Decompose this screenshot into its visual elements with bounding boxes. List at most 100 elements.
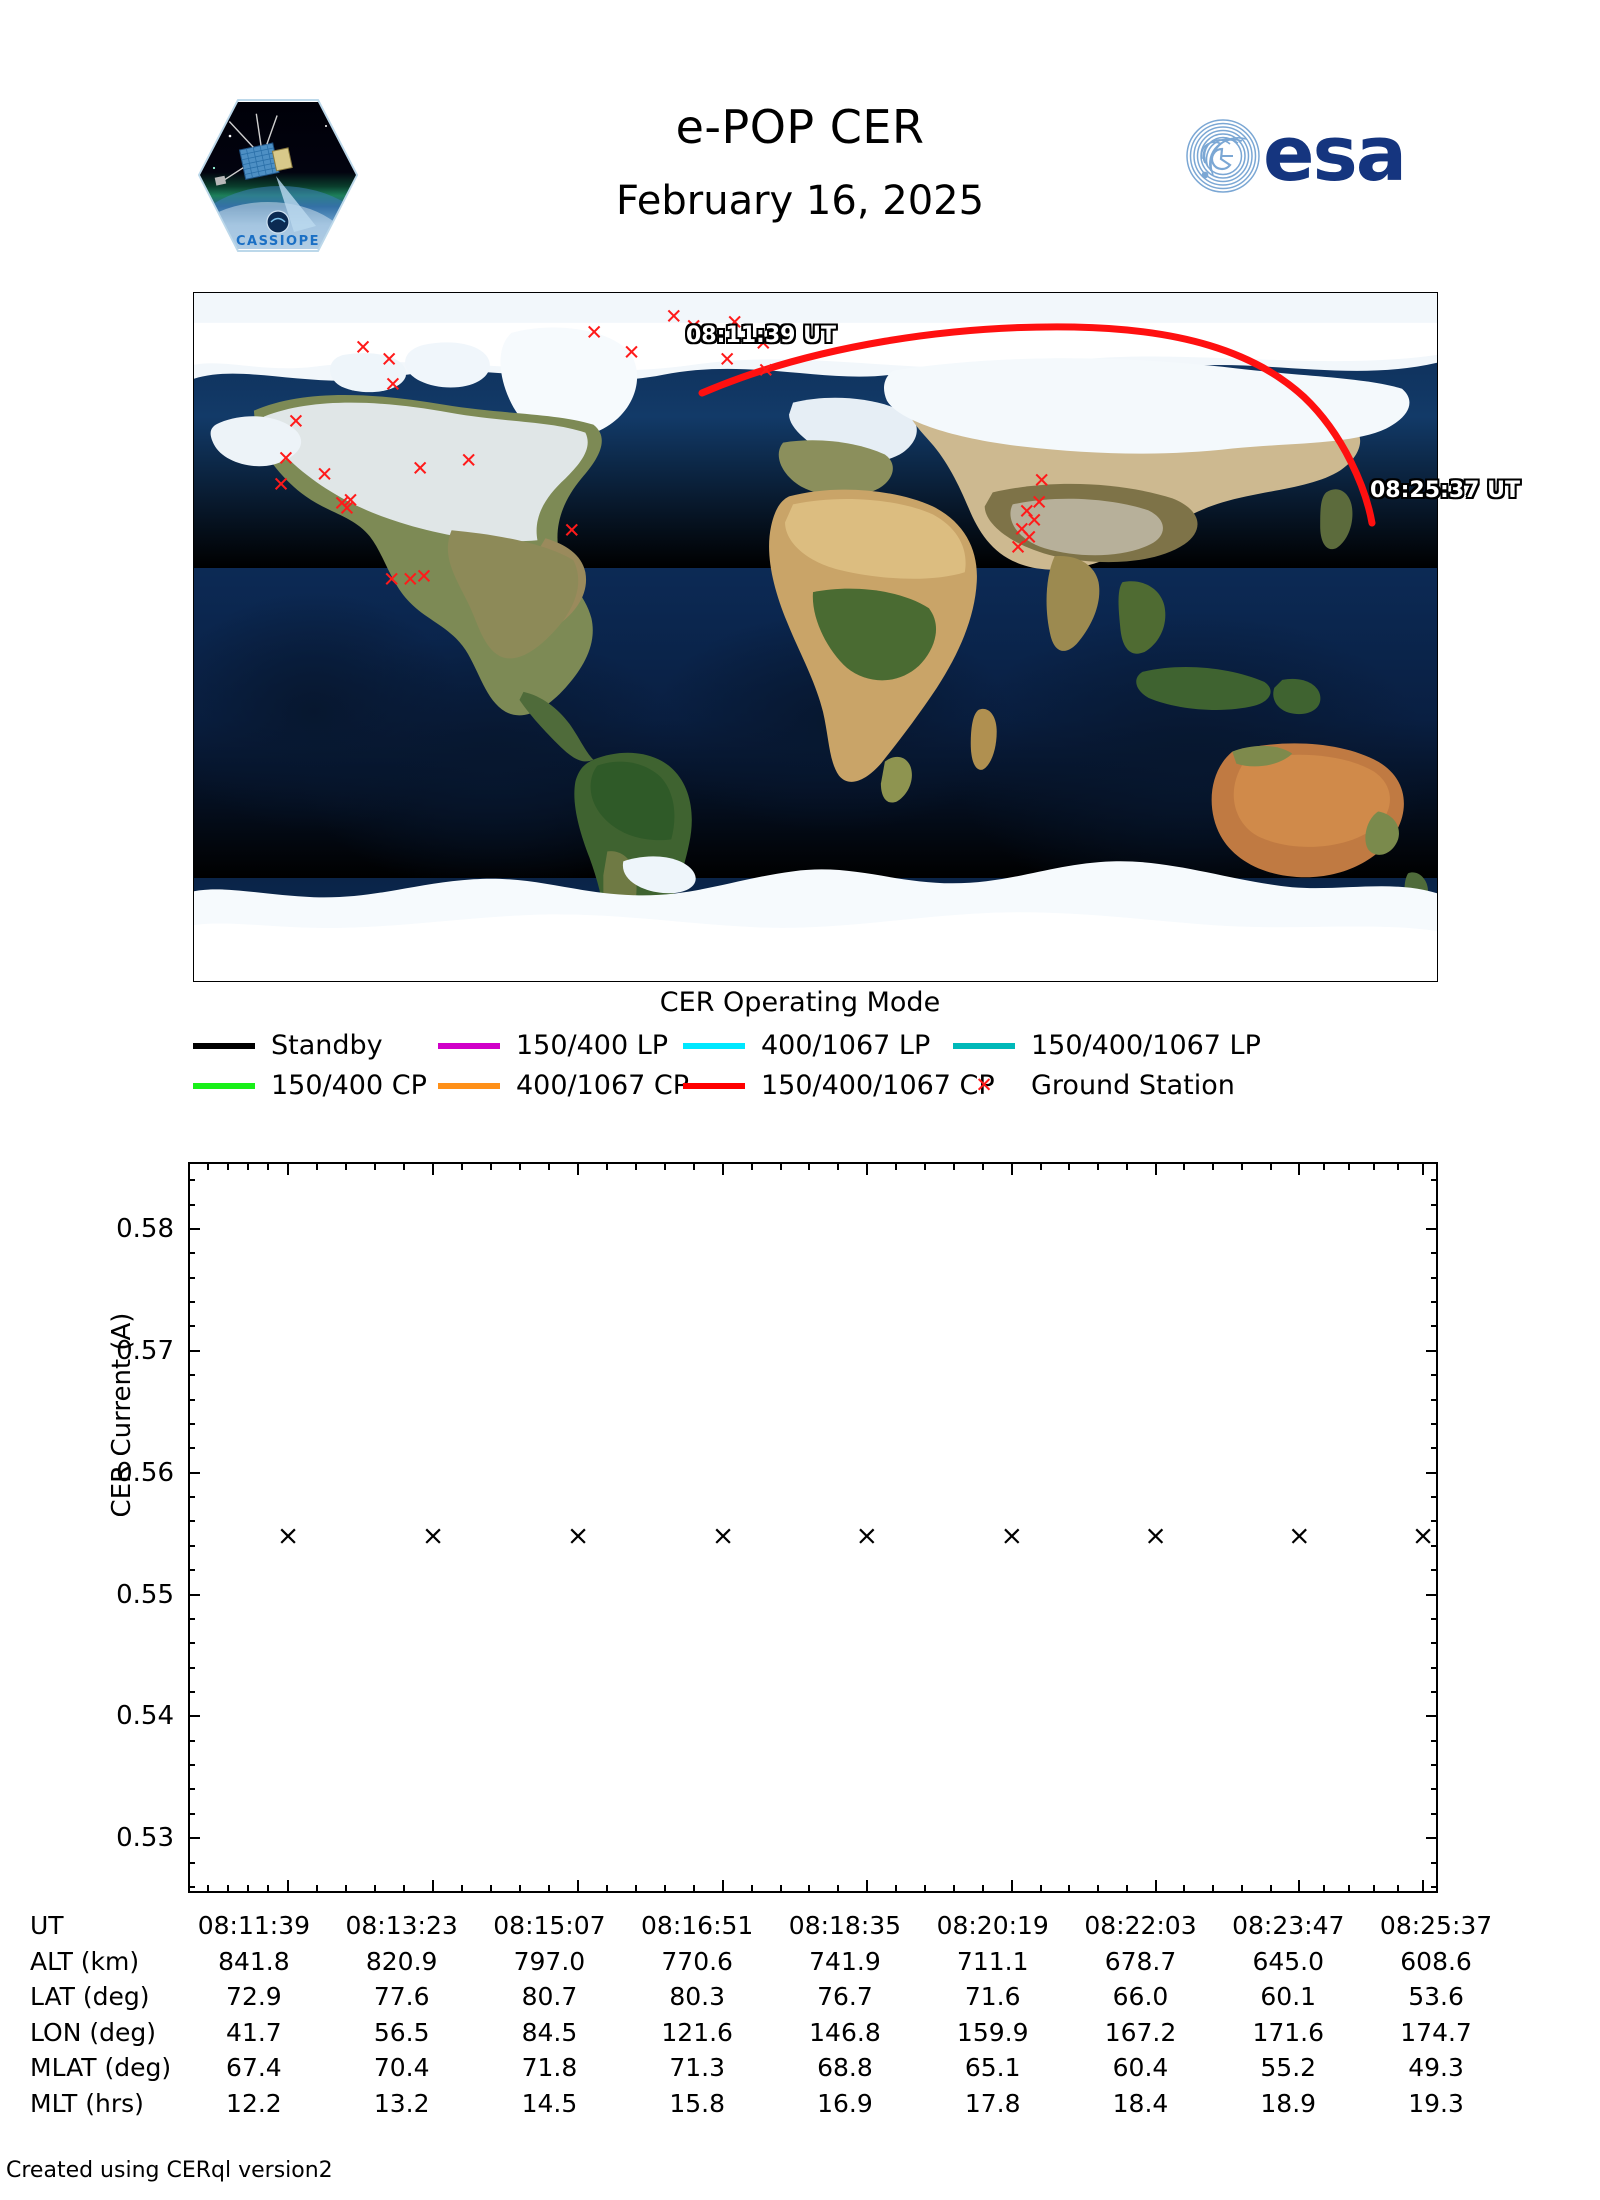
legend-color-swatch [438, 1082, 500, 1089]
table-cell: 08:22:03 [1084, 1911, 1197, 1940]
ground-station-marker: ✕ [1009, 535, 1027, 560]
table-cell: 15.8 [669, 2088, 726, 2118]
table-cell: 608.6 [1400, 1946, 1472, 1976]
world-map-panel: ✕ ✕ ✕ ✕ ✕ ✕ ✕ ✕ ✕ ✕ ✕ ✕ ✕ ✕ ✕ ✕ ✕ ✕ ✕ ✕ ✕ ✕ ✕ ✕ ✕ ✕ ✕ ✕ ✕ ✕ ✕ 08:11:39… [193, 292, 1520, 982]
ground-station-marker: ✕ [401, 567, 420, 592]
ground-station-marker: ✕ [338, 496, 356, 521]
ground-station-marker: ✕ [664, 304, 683, 329]
table-cell: 08:18:35 [788, 1911, 902, 1940]
table-row: UT 08:11:39 08:13:23 08:15:07 08:16:51 08:18:… [30, 1908, 1510, 1944]
page-title: e-POP CER [675, 100, 925, 154]
table-cell: 41.7 [226, 2017, 282, 2047]
ground-station-marker: ✕ [415, 564, 433, 589]
table-row: MLT (hrs) 12.2 13.2 14.5 15.8 16.9 17.8 18.4 18.… [30, 2086, 1510, 2122]
legend-label: Ground Station [1031, 1070, 1235, 1101]
table-cell: 66.0 [1112, 1982, 1169, 2011]
ground-station-marker: ✕ [754, 331, 773, 356]
table-cell: 841.8 [218, 1946, 290, 1976]
legend-item-150-400-1067-lp: 150/400/1067 LP [953, 1030, 1261, 1061]
ground-station-marker: ✕ [354, 335, 372, 360]
legend-item-400-1067-cp: 400/1067 CP [438, 1070, 689, 1101]
ground-station-marker: ✕ [287, 409, 305, 434]
legend-color-swatch [953, 1042, 1015, 1049]
table-cell: 16.9 [817, 2088, 873, 2118]
ground-station-marker: ✕ [384, 372, 402, 397]
ground-station-marker: ✕ [272, 472, 290, 497]
table-cell: 174.7 [1400, 2017, 1472, 2047]
legend-label: 150/400 CP [271, 1070, 427, 1101]
table-cell: 167.2 [1104, 2017, 1177, 2047]
legend-label: 150/400/1067 LP [1031, 1030, 1261, 1061]
table-cell: 60.1 [1260, 1982, 1317, 2011]
table-cell: 17.8 [964, 2088, 1021, 2118]
ground-station-marker: ✕ [1013, 517, 1031, 542]
table-cell: 08:25:37 [1379, 1911, 1493, 1940]
table-cell: 645.0 [1252, 1946, 1325, 1976]
y-axis-tick-label: 0.55 [116, 1579, 174, 1610]
table-cell: 68.8 [817, 2053, 873, 2082]
ground-station-marker: ✕ [341, 488, 360, 513]
table-cell: 84.5 [521, 2017, 578, 2047]
table-row: LON (deg) 41.7 56.5 84.5 121.6 146.8 159.9 167.… [30, 2015, 1510, 2051]
table-cell: 146.8 [809, 2017, 881, 2047]
legend-item-400-1067-lp: 400/1067 LP [683, 1030, 930, 1061]
table-cell: 65.1 [964, 2053, 1021, 2082]
legend-label: 400/1067 CP [516, 1070, 690, 1101]
table-cell: 13.2 [373, 2088, 430, 2118]
table-cell: 80.7 [521, 1982, 578, 2011]
orbit-start-label: 08:11:39 UT [686, 323, 836, 348]
world-map-clip [194, 293, 1437, 981]
table-cell: 741.9 [809, 1946, 881, 1976]
esa-logo: esa [1178, 109, 1458, 198]
legend-item-standby: Standby [193, 1030, 383, 1061]
legend: Standby 150/400 LP 400/1067 LP 150/400/1067… [193, 1030, 1438, 1110]
ground-station-marker: ✕ [1017, 499, 1036, 524]
table-cell: 797.0 [513, 1946, 586, 1976]
y-axis-tick-label: 0.53 [116, 1823, 174, 1854]
ground-station-marker: ✕ [718, 347, 737, 372]
table-row-label: UT [30, 1911, 64, 1940]
y-axis-tick-label: 0.58 [116, 1214, 174, 1244]
table-cell: 18.9 [1260, 2088, 1317, 2118]
ground-station-marker: ✕ [315, 462, 334, 487]
table-row-label: LON (deg) [30, 2017, 156, 2047]
table-row-label: LAT (deg) [30, 1982, 150, 2011]
legend-item-150-400-1067-cp: 150/400/1067 CP [683, 1070, 995, 1101]
table-row-label: MLAT (deg) [30, 2053, 172, 2082]
legend-color-swatch [438, 1042, 500, 1049]
ground-station-marker: ✕ [622, 340, 641, 365]
table-cell: 08:20:19 [936, 1911, 1049, 1940]
legend-item-150-400-cp: 150/400 CP [193, 1070, 427, 1101]
table-cell: 72.9 [226, 1982, 282, 2011]
legend-label: 150/400/1067 CP [761, 1070, 995, 1101]
table-cell: 77.6 [373, 1982, 430, 2011]
ground-station-marker: ✕ [563, 518, 581, 543]
table-cell: 76.7 [817, 1982, 873, 2011]
table-cell: 770.6 [661, 1946, 733, 1976]
table-cell: 678.7 [1104, 1946, 1177, 1976]
ground-station-marker: ✕ [411, 456, 430, 481]
y-axis-label: CER Current (A) [107, 1312, 137, 1518]
table-cell: 80.3 [669, 1982, 726, 2011]
ground-station-marker: ✕ [1020, 525, 1039, 550]
table-cell: 60.4 [1112, 2053, 1169, 2082]
y-axis-tick-label: 0.54 [116, 1701, 174, 1732]
ground-station-marker: ✕ [382, 567, 401, 592]
ground-station-marker: ✕ [333, 491, 351, 516]
ground-station-marker: ✕ [725, 310, 744, 335]
legend-item-ground-station: ✕ Ground Station [953, 1070, 1235, 1101]
ground-station-marker: ✕ [684, 314, 703, 339]
table-row: MLAT (deg) 67.4 70.4 71.8 71.3 68.8 65.1 60.4 55… [30, 2050, 1510, 2086]
table-cell: 08:15:07 [493, 1911, 606, 1940]
table-cell: 711.1 [956, 1946, 1029, 1976]
table-cell: 71.6 [964, 1982, 1021, 2011]
table-cell: 12.2 [226, 2088, 282, 2118]
ground-station-marker: ✕ [1025, 508, 1044, 533]
legend-label: 150/400 LP [516, 1030, 669, 1061]
legend-title: CER Operating Mode [659, 987, 941, 1018]
table-cell: 19.3 [1408, 2088, 1464, 2118]
table-row-label: ALT (km) [30, 1946, 140, 1976]
ground-station-marker: ✕ [585, 320, 604, 345]
ground-station-marker: ✕ [277, 446, 295, 471]
table-cell: 171.6 [1252, 2017, 1325, 2047]
